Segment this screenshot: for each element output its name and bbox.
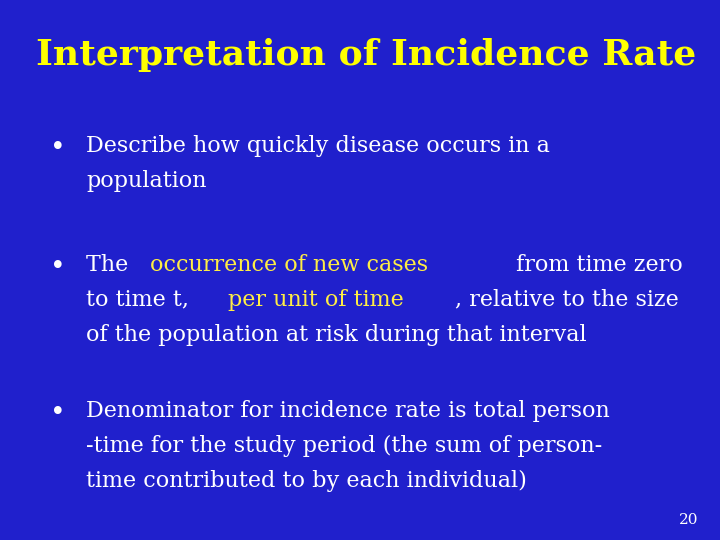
Text: Interpretation of Incidence Rate: Interpretation of Incidence Rate [36,38,696,72]
Text: •: • [50,254,66,279]
Text: 20: 20 [679,512,698,526]
Text: The: The [86,254,136,276]
Text: from time zero: from time zero [509,254,683,276]
Text: to time t,: to time t, [86,289,197,311]
Text: population: population [86,170,207,192]
Text: , relative to the size: , relative to the size [455,289,679,311]
Text: occurrence of new cases: occurrence of new cases [150,254,428,276]
Text: per unit of time: per unit of time [228,289,404,311]
Text: -time for the study period (the sum of person-: -time for the study period (the sum of p… [86,435,603,457]
Text: Denominator for incidence rate is total person: Denominator for incidence rate is total … [86,400,610,422]
Text: •: • [50,135,66,160]
Text: of the population at risk during that interval: of the population at risk during that in… [86,324,587,346]
Text: •: • [50,400,66,424]
Text: Describe how quickly disease occurs in a: Describe how quickly disease occurs in a [86,135,550,157]
Text: time contributed to by each individual): time contributed to by each individual) [86,470,527,492]
